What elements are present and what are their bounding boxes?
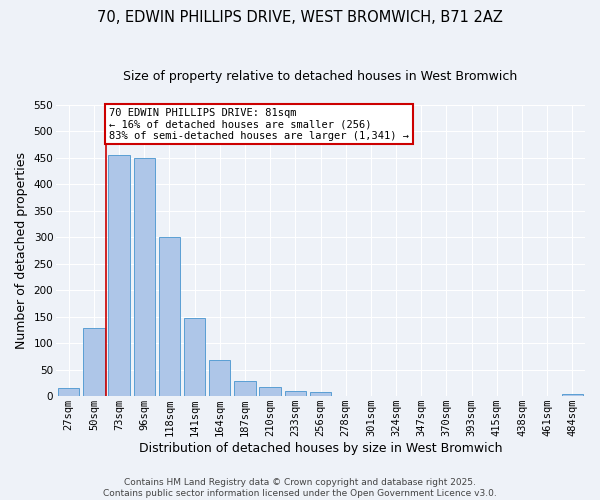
Text: Contains HM Land Registry data © Crown copyright and database right 2025.
Contai: Contains HM Land Registry data © Crown c… (103, 478, 497, 498)
Bar (234, 382, 256, 396)
Bar (58, 388, 79, 396)
Bar (562, 394, 583, 396)
Bar (184, 318, 205, 396)
Bar (284, 391, 306, 396)
Bar (259, 387, 281, 396)
X-axis label: Distribution of detached houses by size in West Bromwich: Distribution of detached houses by size … (139, 442, 502, 455)
Bar (109, 156, 130, 396)
Bar (159, 238, 180, 396)
Y-axis label: Number of detached properties: Number of detached properties (15, 152, 28, 349)
Title: Size of property relative to detached houses in West Bromwich: Size of property relative to detached ho… (124, 70, 518, 83)
Bar (134, 158, 155, 396)
Bar (209, 360, 230, 396)
Bar (83, 328, 104, 396)
Bar (310, 392, 331, 396)
Text: 70 EDWIN PHILLIPS DRIVE: 81sqm
← 16% of detached houses are smaller (256)
83% of: 70 EDWIN PHILLIPS DRIVE: 81sqm ← 16% of … (109, 108, 409, 141)
Text: 70, EDWIN PHILLIPS DRIVE, WEST BROMWICH, B71 2AZ: 70, EDWIN PHILLIPS DRIVE, WEST BROMWICH,… (97, 10, 503, 25)
